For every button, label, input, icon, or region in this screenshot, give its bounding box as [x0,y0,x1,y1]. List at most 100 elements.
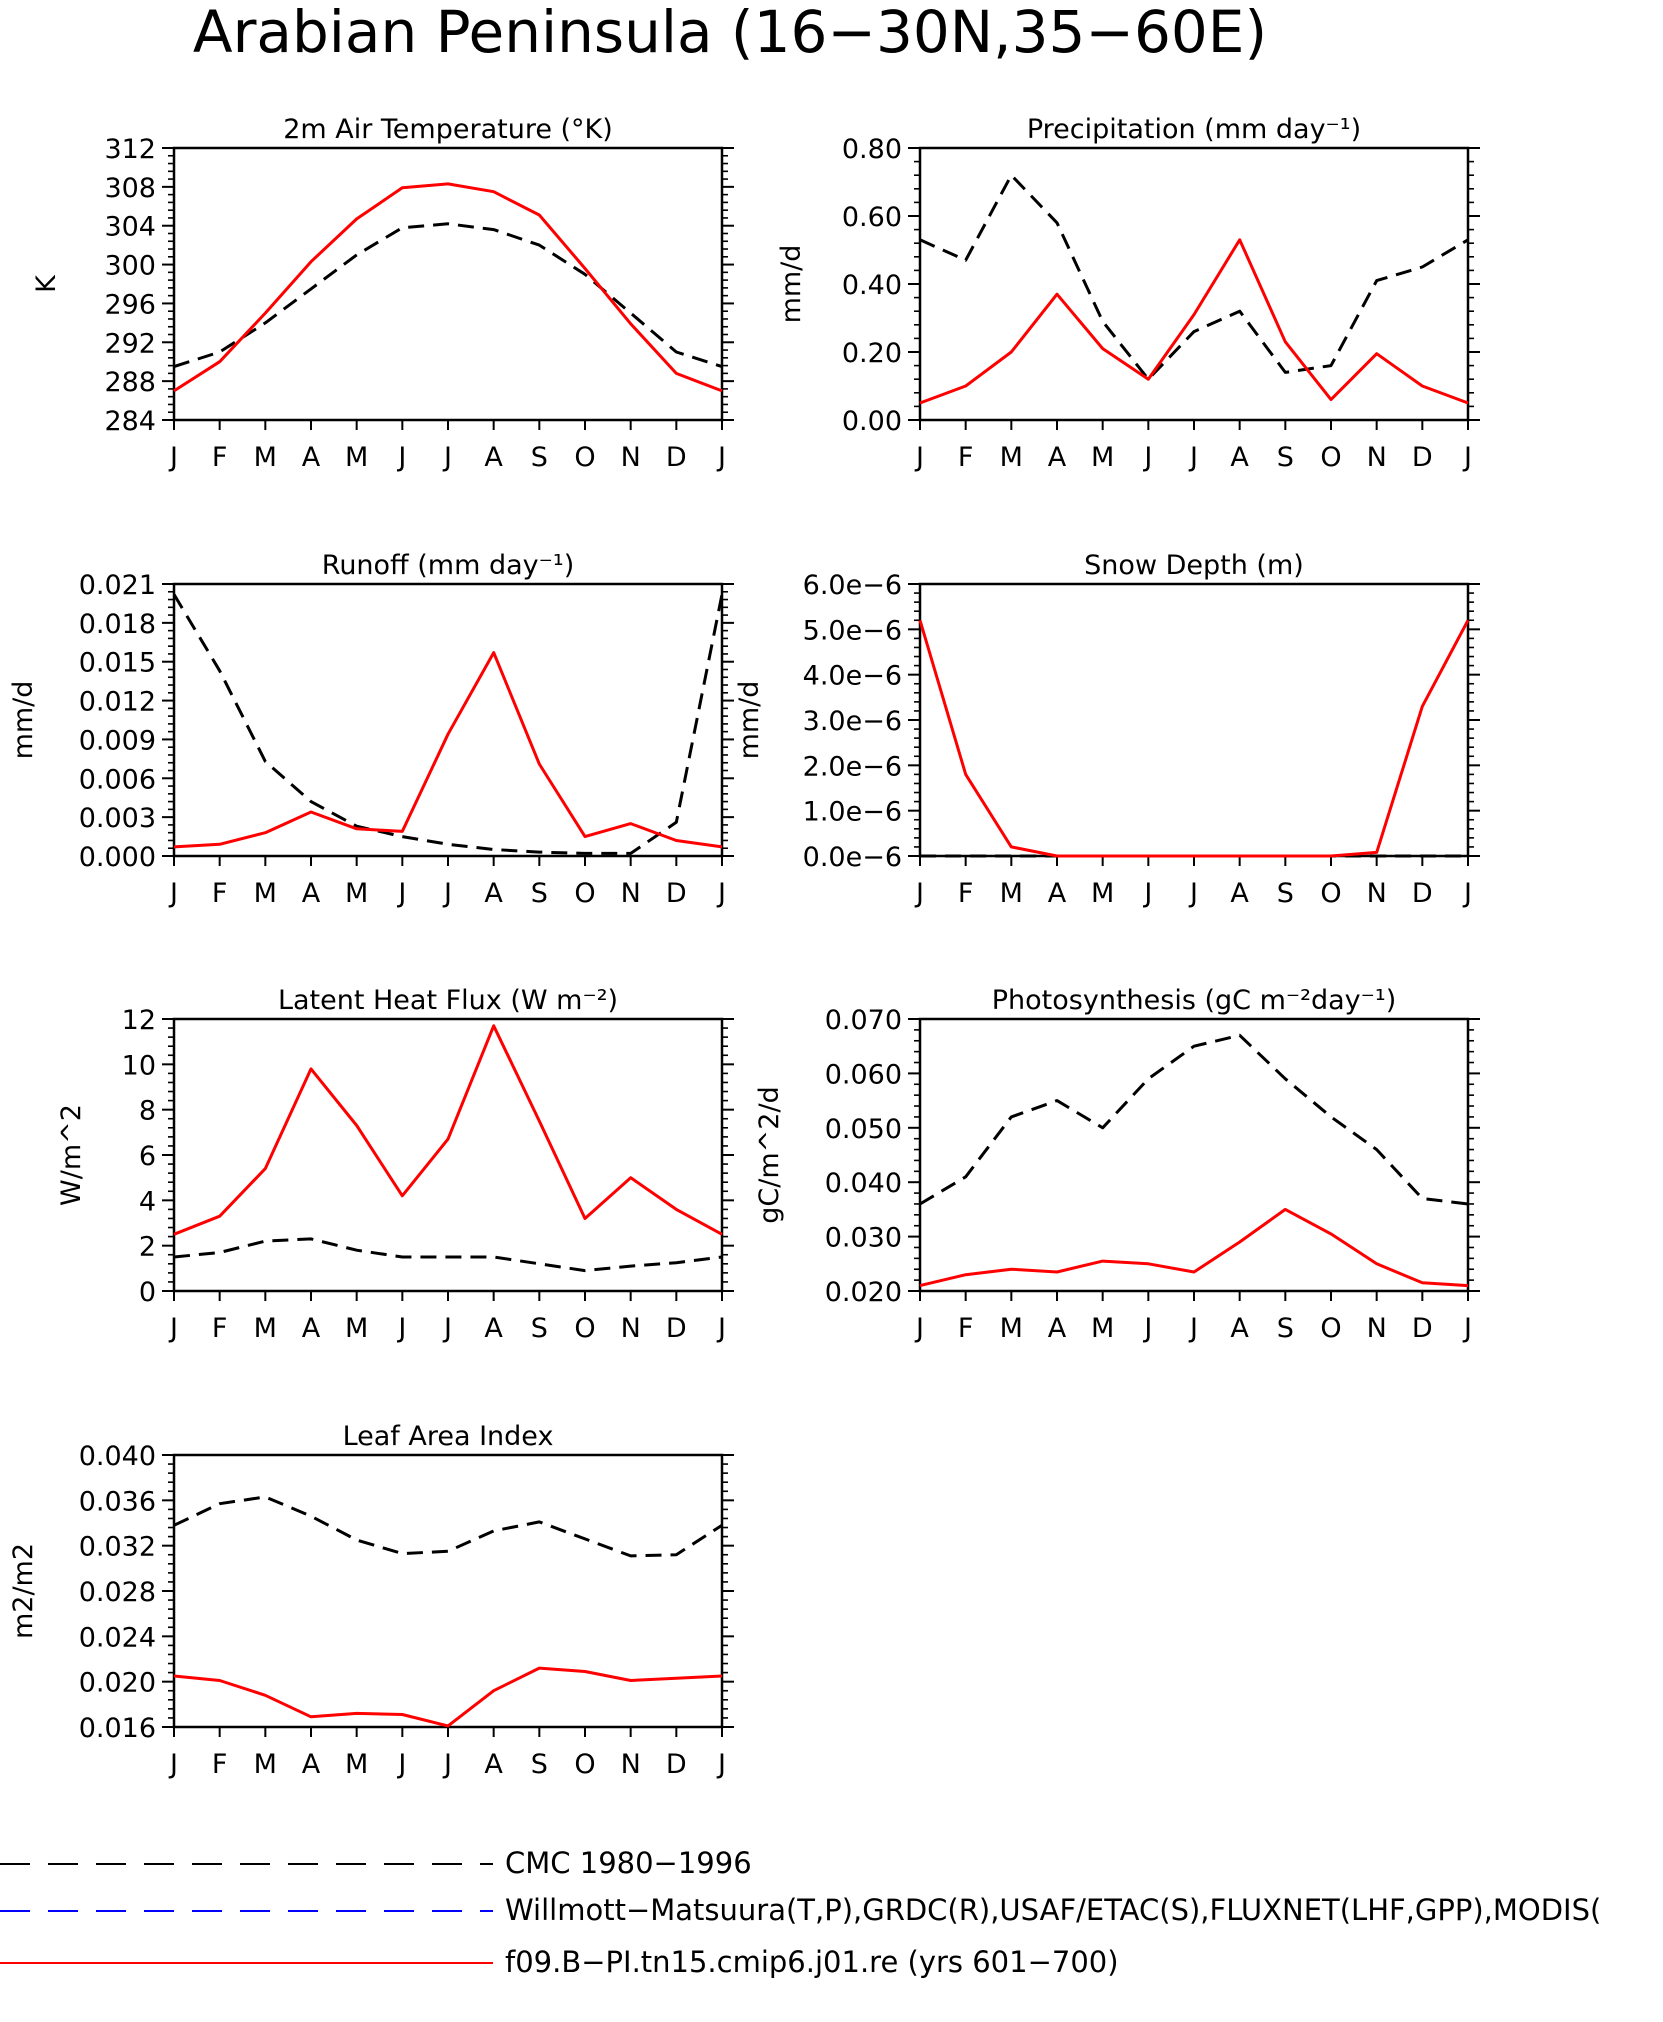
y-tick-label: 0.040 [825,1168,902,1199]
y-tick-label: 3.0e−6 [803,706,902,737]
x-tick-label: A [1048,878,1067,909]
x-tick-label: N [621,1313,641,1344]
x-tick-label: J [716,1749,726,1780]
y-tick-label: 6 [139,1141,156,1172]
plot-frame [172,1017,724,1293]
x-tick-label: M [1000,442,1023,473]
plot-frame [918,146,1470,422]
x-tick-label: A [302,1313,321,1344]
x-tick-label: S [1277,878,1294,909]
x-tick-label: J [716,442,726,473]
y-axis-label: gC/m^2/d [754,1086,785,1223]
y-tick-label: 4.0e−6 [803,661,902,692]
y-tick-label: 0.040 [79,1441,156,1472]
x-tick-label: D [666,1313,687,1344]
x-tick-label: D [1412,442,1433,473]
plot-frame [172,146,724,422]
y-tick-label: 4 [139,1186,156,1217]
y-tick-label: 0.050 [825,1114,902,1145]
x-tick-label: N [621,1749,641,1780]
x-tick-label: O [574,1313,595,1344]
series-line-model [918,619,1470,858]
y-tick-label: 0.070 [825,1005,902,1036]
x-tick-label: M [1091,442,1114,473]
x-tick-label: A [302,878,321,909]
x-tick-label: N [621,442,641,473]
chart-panel-5: Latent Heat Flux (W m⁻²) W/m^2 0 2 4 6 8 10 12 J F… [56,985,734,1344]
x-tick-label: A [1230,442,1249,473]
y-tick-label: 300 [104,251,156,282]
x-tick-label: N [1367,442,1387,473]
x-tick-label: J [1142,878,1152,909]
chart-title: Runoff (mm day⁻¹) [322,550,574,581]
y-tick-label: 0.028 [79,1577,156,1608]
x-tick-label: J [168,1313,178,1344]
chart-panel-4: Snow Depth (m) mm/d 0.0e−6 1.0e−6 2.0e−6 3.0e… [734,550,1480,909]
y-tick-label: 292 [104,328,156,359]
x-tick-label: M [254,878,277,909]
series-line-observed [173,1237,723,1273]
chart-title: 2m Air Temperature (°K) [283,114,613,145]
x-tick-label: A [1048,442,1067,473]
y-tick-label: 2 [139,1232,156,1263]
x-tick-label: M [254,1313,277,1344]
y-tick-label: 0.032 [79,1532,156,1563]
y-tick-label: 0 [139,1277,156,1308]
y-tick-label: 304 [104,212,156,243]
y-tick-label: 296 [104,289,156,320]
y-tick-label: 0.020 [825,1277,902,1308]
x-tick-label: J [914,442,924,473]
x-tick-label: J [914,1313,924,1344]
series-line-model [919,238,1469,405]
chart-title: Photosynthesis (gC m⁻²day⁻¹) [992,985,1396,1016]
x-tick-label: O [574,878,595,909]
series-line-observed [919,1033,1469,1206]
x-tick-label: A [484,878,503,909]
y-axis-label: mm/d [776,245,807,324]
y-tick-label: 0.060 [825,1059,902,1090]
chart-panel-6: Photosynthesis (gC m⁻²day⁻¹) gC/m^2/d 0.02… [754,985,1480,1344]
x-tick-label: J [168,442,178,473]
series-line-observed [173,222,723,369]
x-tick-label: J [396,1749,406,1780]
x-tick-label: J [1462,442,1472,473]
series-line-model [173,1024,723,1236]
y-axis-label: K [31,274,62,293]
x-tick-label: N [621,878,641,909]
x-tick-label: S [531,1749,548,1780]
x-tick-label: F [212,1313,228,1344]
x-tick-label: F [958,442,974,473]
x-tick-label: M [254,442,277,473]
x-tick-label: M [1000,878,1023,909]
x-tick-label: F [212,1749,228,1780]
x-tick-label: J [1188,442,1198,473]
plot-frame [172,1453,724,1729]
chart-panel-2: Precipitation (mm day⁻¹) mm/d 0.00 0.20 0.40… [776,114,1480,473]
x-tick-label: J [442,1749,452,1780]
y-tick-label: 0.009 [79,725,156,756]
y-tick-label: 0.0e−6 [803,842,902,873]
series-line-model [919,1207,1469,1288]
y-tick-label: 8 [139,1096,156,1127]
x-tick-label: J [442,442,452,473]
x-tick-label: A [1230,1313,1249,1344]
x-tick-label: D [1412,878,1433,909]
x-tick-label: D [666,442,687,473]
x-tick-label: S [531,442,548,473]
y-tick-label: 0.006 [79,764,156,795]
x-tick-label: S [531,878,548,909]
chart-title: Precipitation (mm day⁻¹) [1027,114,1361,145]
series-line-observed [172,593,724,855]
x-tick-label: J [1142,442,1152,473]
y-tick-label: 0.60 [842,202,902,233]
series-line-model [173,182,723,393]
y-tick-label: 6.0e−6 [803,570,902,601]
chart-panel-1: 2m Air Temperature (°K) K 284 288 292 296 300 3… [31,114,734,473]
x-tick-label: F [958,878,974,909]
x-tick-label: J [1462,1313,1472,1344]
series-line-model [173,1666,723,1728]
x-tick-label: M [345,1749,368,1780]
plot-frame [172,582,724,858]
x-tick-label: M [345,878,368,909]
